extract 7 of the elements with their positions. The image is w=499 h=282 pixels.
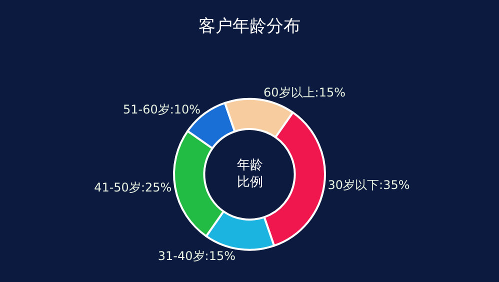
chart-title: 客户年龄分布 bbox=[198, 16, 300, 37]
slice-label: 30岁以下:35% bbox=[328, 178, 410, 192]
slice-label: 60岁以上:15% bbox=[264, 86, 346, 100]
slice-label: 31-40岁:15% bbox=[158, 248, 236, 263]
slice-label: 51-60岁:10% bbox=[122, 102, 201, 117]
text: 年龄比例 bbox=[237, 158, 263, 190]
slice-label: 41-50岁:25% bbox=[94, 180, 172, 195]
